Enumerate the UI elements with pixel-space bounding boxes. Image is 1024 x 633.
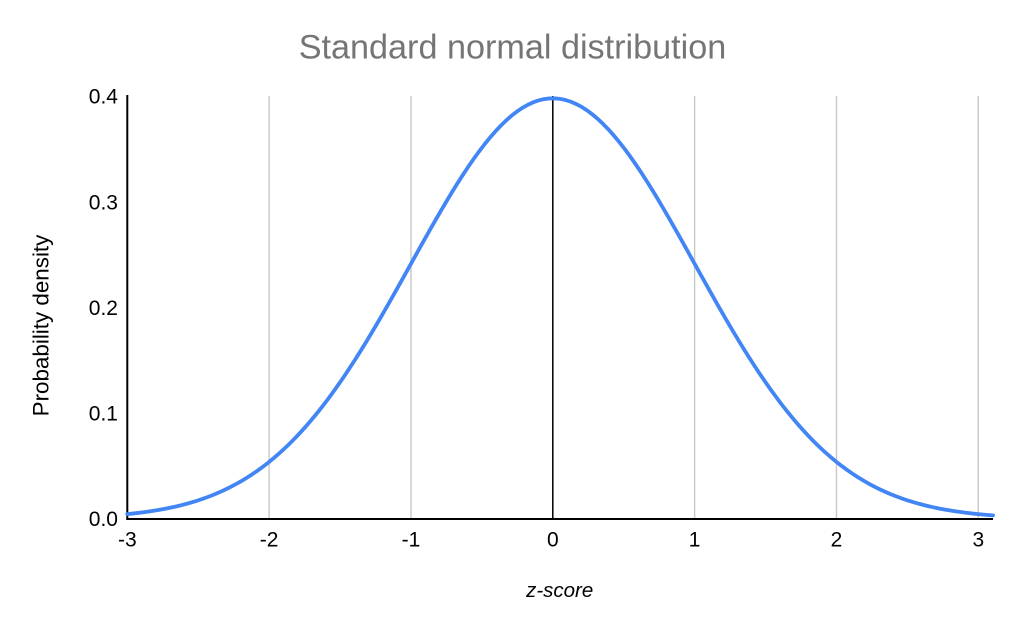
svg-text:z-score: z-score [525, 579, 593, 602]
svg-text:-1: -1 [402, 529, 421, 552]
svg-text:3: 3 [972, 529, 984, 552]
svg-text:Probability density: Probability density [28, 234, 53, 417]
svg-text:Standard normal distribution: Standard normal distribution [299, 29, 727, 67]
svg-text:0.0: 0.0 [89, 508, 118, 531]
svg-text:0.3: 0.3 [89, 191, 118, 214]
svg-text:0.2: 0.2 [89, 297, 118, 320]
svg-text:0: 0 [547, 529, 559, 552]
svg-text:0.1: 0.1 [89, 403, 118, 426]
svg-text:2: 2 [831, 529, 843, 552]
svg-text:0.4: 0.4 [89, 86, 119, 109]
svg-text:-2: -2 [260, 529, 279, 552]
svg-text:-3: -3 [118, 529, 137, 552]
svg-text:1: 1 [689, 529, 701, 552]
